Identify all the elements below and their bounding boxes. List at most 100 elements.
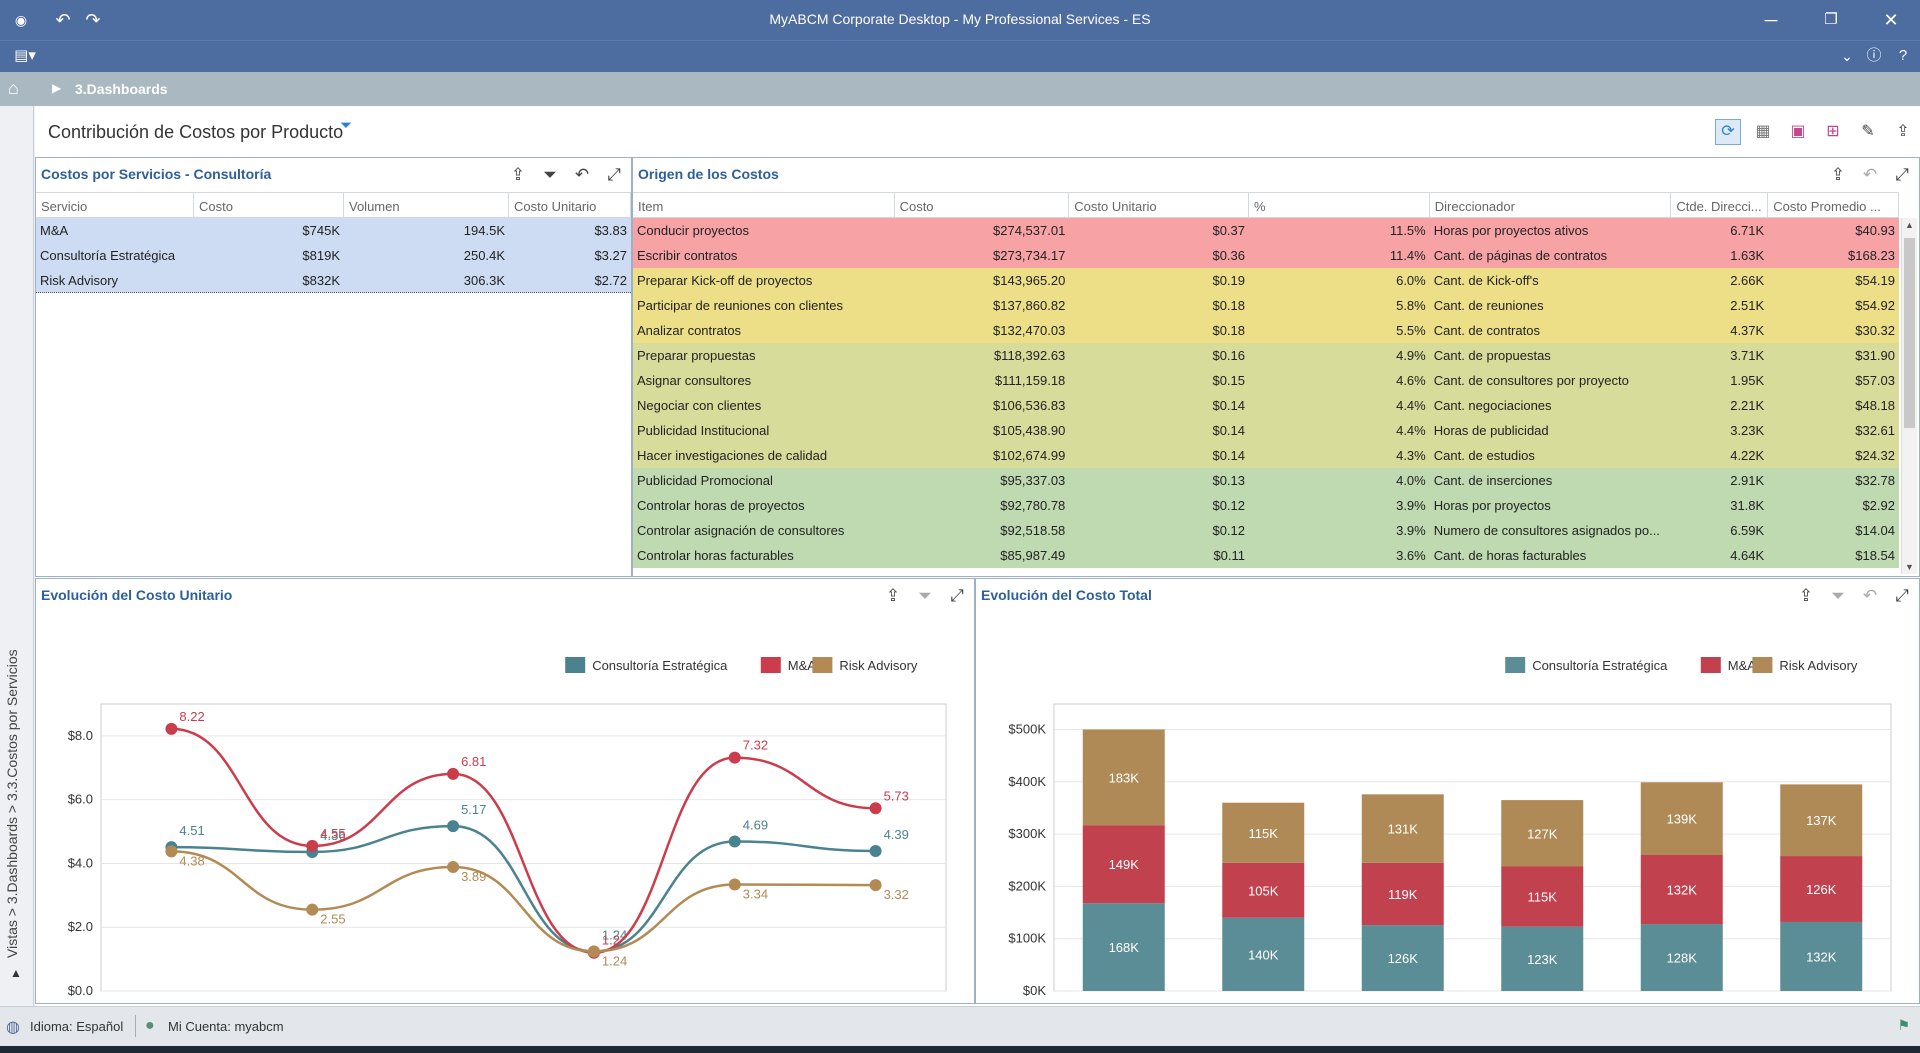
breadcrumb-dashboards[interactable]: 3.Dashboards <box>75 81 168 97</box>
data-point <box>306 839 319 852</box>
status-bar: ◍ Idioma: Español ● Mi Cuenta: myabcm ⚑ <box>0 1006 1920 1046</box>
col-ctde-direccionador[interactable]: Ctde. Direcci... <box>1671 193 1769 217</box>
export-icon[interactable]: ⇪ <box>1798 586 1814 605</box>
grid-icon[interactable]: ▦ <box>1755 123 1771 140</box>
bar-label: 127K <box>1527 826 1558 841</box>
table-row[interactable]: Preparar propuestas $118,392.63 $0.16 4.9% C… <box>633 343 1899 368</box>
user-icon[interactable]: ● <box>145 1017 155 1034</box>
table-row[interactable]: Participar de reuniones con clientes $137… <box>633 293 1899 318</box>
bar-label: 183K <box>1109 770 1140 785</box>
clear-filter-icon[interactable]: ⏷ <box>1831 586 1845 605</box>
table-row[interactable]: Negociar con clientes $106,536.83 $0.14 4.4… <box>633 393 1899 418</box>
data-label: 8.22 <box>179 709 204 724</box>
col-porcentaje[interactable]: % <box>1249 193 1430 217</box>
scroll-up-icon[interactable]: ▲ <box>1905 220 1914 230</box>
refresh-icon[interactable]: ⟳ <box>1715 119 1741 145</box>
data-label: 5.17 <box>461 802 486 817</box>
export-icon[interactable]: ⇪ <box>510 165 526 184</box>
col-costo[interactable]: Costo <box>194 193 344 217</box>
undo-icon[interactable]: ↶ <box>1862 586 1878 605</box>
scroll-down-icon[interactable]: ▼ <box>1905 562 1914 572</box>
collapse-arrow-icon[interactable]: ▲ <box>10 966 22 980</box>
scrollbar-thumb[interactable] <box>1904 238 1915 428</box>
y-tick-label: $8.0 <box>68 728 93 743</box>
save-icon[interactable]: ▣ <box>1790 123 1806 140</box>
table-row[interactable]: Publicidad Promocional $95,337.03 $0.13 4.0… <box>633 468 1899 493</box>
maximize-icon[interactable]: ⤢ <box>607 165 621 184</box>
col-servicio[interactable]: Servicio <box>36 193 194 217</box>
maximize-icon[interactable]: ⤢ <box>1895 586 1909 605</box>
undo-icon[interactable]: ↶ <box>574 165 590 184</box>
status-cuenta[interactable]: Mi Cuenta: myabcm <box>168 1019 284 1034</box>
col-item[interactable]: Item <box>633 193 895 217</box>
table-cell-pct: 3.9% <box>1396 498 1426 513</box>
table-cell-prom: $40.93 <box>1855 223 1895 238</box>
table-row[interactable]: Escribir contratos $273,734.17 $0.36 11.4% C… <box>633 243 1899 268</box>
table-cell-unit: $0.18 <box>1212 323 1246 338</box>
table-cell-cant: 6.59K <box>1730 523 1765 538</box>
table-cell-dir: Cant. de estudios <box>1433 448 1535 463</box>
home-icon[interactable]: ⌂ <box>8 78 19 98</box>
table-row[interactable]: Controlar horas de proyectos $92,780.78 $0… <box>633 493 1899 518</box>
legend-swatch <box>1752 657 1773 673</box>
table-cell-costo: $132,470.03 <box>993 323 1066 338</box>
table-row[interactable]: Hacer investigaciones de calidad $102,674… <box>633 443 1899 468</box>
y-tick-label: $0.0 <box>68 983 93 998</box>
expand-arrow-icon[interactable]: ▶ <box>52 81 62 95</box>
help-icon[interactable]: ? <box>1898 47 1908 64</box>
table-row[interactable]: Analizar contratos $132,470.03 $0.18 5.5% Ca… <box>633 318 1899 343</box>
export-icon[interactable]: ⇪ <box>1830 165 1846 184</box>
chevron-down-icon[interactable]: ⌄ <box>1841 48 1853 64</box>
table-row[interactable]: Controlar horas facturables $85,987.49 $0.… <box>633 543 1899 568</box>
table-row[interactable]: M&A $745K 194.5K $3.83 <box>36 218 631 243</box>
edit-pencil-icon[interactable]: ✎ <box>1861 123 1875 140</box>
close-button[interactable]: ✕ <box>1883 10 1899 30</box>
data-label: 6.81 <box>461 754 486 769</box>
panel-costos-servicios: Costos por Servicios - Consultoría ⇪ ⏷ ↶… <box>35 157 632 577</box>
col-direccionador[interactable]: Direccionador <box>1430 193 1672 217</box>
table-cell-volumen: 250.4K <box>463 248 505 263</box>
table-cell-prom: $24.32 <box>1855 448 1895 463</box>
undo-icon[interactable]: ↶ <box>55 10 71 30</box>
table-row[interactable]: Asignar consultores $111,159.18 $0.15 4.6% C… <box>633 368 1899 393</box>
panel-menu-icon[interactable]: ▤▾ <box>14 47 36 64</box>
table-row[interactable]: Publicidad Institucional $105,438.90 $0.14… <box>633 418 1899 443</box>
col-costo-unitario[interactable]: Costo Unitario <box>1069 193 1250 217</box>
table-row[interactable]: Controlar asignación de consultores $92,5… <box>633 518 1899 543</box>
redo-icon[interactable]: ↷ <box>85 10 101 30</box>
clear-filter-icon[interactable]: ⏷ <box>918 586 932 605</box>
table-row[interactable]: Risk Advisory $832K 306.3K $2.72 <box>36 268 631 293</box>
bar-segment <box>1361 925 1444 991</box>
table-cell-unit: $0.19 <box>1212 273 1246 288</box>
bar-segment <box>1361 794 1444 863</box>
col-volumen[interactable]: Volumen <box>344 193 509 217</box>
save-as-icon[interactable]: ⊞ <box>1826 123 1840 140</box>
col-costo-unitario[interactable]: Costo Unitario <box>509 193 631 217</box>
bar-label: 123K <box>1527 952 1558 967</box>
globe-icon[interactable]: ◍ <box>6 1019 20 1036</box>
minimize-button[interactable]: ─ <box>1764 10 1778 30</box>
undo-icon[interactable]: ↶ <box>1862 165 1878 184</box>
filter-icon[interactable]: ⏷ <box>340 117 353 134</box>
vertical-scrollbar[interactable]: ▲ ▼ <box>1901 218 1917 574</box>
export-icon[interactable]: ⇪ <box>885 586 901 605</box>
maximize-icon[interactable]: ⤢ <box>950 586 964 605</box>
table-row[interactable]: Consultoría Estratégica $819K 250.4K $3.27 <box>36 243 631 268</box>
info-icon[interactable]: ⓘ <box>1866 47 1882 64</box>
table-cell-item: Conducir proyectos <box>637 223 749 238</box>
table-row[interactable]: Preparar Kick-off de proyectos $143,965.2… <box>633 268 1899 293</box>
col-costo[interactable]: Costo <box>895 193 1070 217</box>
status-idioma[interactable]: Idioma: Español <box>30 1019 124 1034</box>
sidebar-path-text[interactable]: Vistas > 3.Dashboards > 3.3.Costos por S… <box>4 649 20 958</box>
maximize-icon[interactable]: ⤢ <box>1895 165 1909 184</box>
flag-icon[interactable]: ⚑ <box>1897 1017 1910 1033</box>
data-point <box>447 860 460 873</box>
legend-swatch <box>812 657 833 673</box>
data-label: 4.38 <box>179 853 204 868</box>
export-icon[interactable]: ⇪ <box>1896 123 1910 140</box>
col-costo-promedio[interactable]: Costo Promedio ... <box>1768 193 1899 217</box>
y-tick-label: $4.0 <box>68 855 93 870</box>
restore-button[interactable]: ❐ <box>1824 11 1838 28</box>
table-row[interactable]: Conducir proyectos $274,537.01 $0.37 11.5% H… <box>633 218 1899 243</box>
clear-filter-icon[interactable]: ⏷ <box>543 165 557 184</box>
